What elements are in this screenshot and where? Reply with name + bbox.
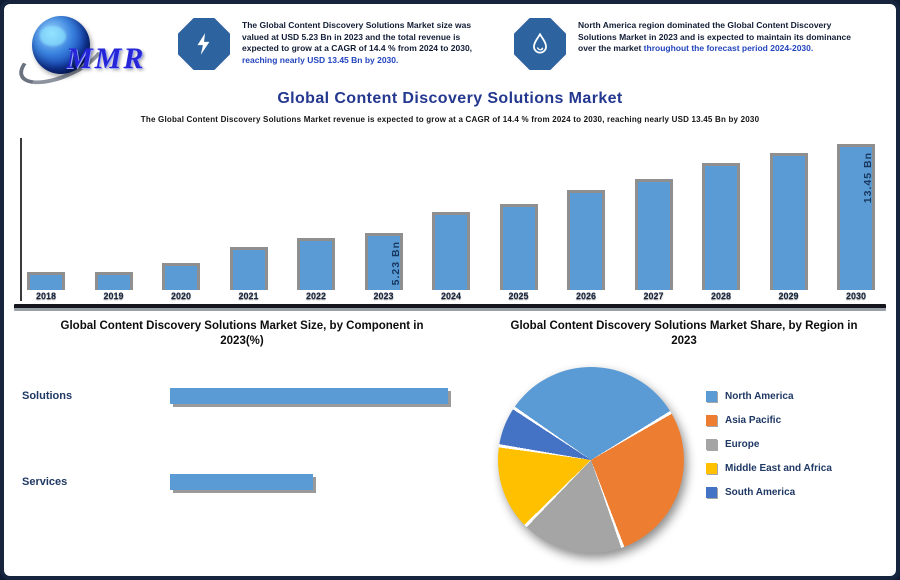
- region-title-line2: 2023: [671, 335, 697, 347]
- legend-swatch: [706, 391, 717, 402]
- bar-value-label: 5.23 Bn: [389, 241, 402, 286]
- lightning-icon: [178, 18, 230, 70]
- header-highlight-1: The Global Content Discovery Solutions M…: [178, 18, 478, 70]
- bar-column: [26, 272, 66, 290]
- bar-column: [566, 190, 606, 290]
- bar-column: [229, 247, 269, 290]
- header: MMR The Global Content Discovery Solutio…: [4, 4, 896, 95]
- page-subtitle: The Global Content Discovery Solutions M…: [140, 115, 760, 124]
- region-title-line1: Global Content Discovery Solutions Marke…: [510, 320, 858, 332]
- legend-swatch: [706, 487, 717, 498]
- legend-label: Asia Pacific: [725, 415, 782, 426]
- region-pie-chart: [498, 367, 684, 553]
- highlight-2-body: North America region dominated the Globa…: [578, 20, 852, 53]
- bar-column: [161, 263, 201, 290]
- x-tick-label: 2019: [103, 291, 124, 301]
- x-tick-label: 2027: [643, 291, 664, 301]
- legend-label: North America: [725, 391, 794, 402]
- logo-text: MMR: [66, 42, 146, 75]
- bar: [702, 163, 740, 290]
- hbar: [170, 474, 313, 490]
- bar-chart-x-axis: 2018 2019 2020 2021 2022 2023 2024 2025 2026 2027…: [22, 291, 880, 301]
- region-pie-wrap: North America Asia Pacific Europe Middle Ea…: [486, 367, 882, 553]
- section-divider: [14, 304, 886, 311]
- x-tick-label: 2030: [845, 291, 867, 301]
- bar: 5.23 Bn: [364, 233, 403, 290]
- droplet-icon: [514, 18, 566, 70]
- x-tick-label: 2022: [305, 291, 327, 301]
- x-tick-label: 2018: [35, 291, 57, 301]
- globe-icon: [32, 16, 90, 74]
- x-tick-label: 2029: [778, 291, 799, 301]
- bar: [94, 272, 133, 290]
- x-tick-label: 2021: [238, 291, 259, 301]
- bar: [634, 179, 673, 290]
- bar-chart-bars: 5.23 Bn 13.45 Bn: [22, 138, 880, 290]
- highlight-1-tail: reaching nearly USD 13.45 Bn by 2030.: [242, 54, 399, 65]
- bar: [27, 272, 65, 290]
- region-panel-title: Global Content Discovery Solutions Marke…: [486, 319, 882, 349]
- hbar-label: Solutions: [22, 390, 73, 402]
- bar-column: [296, 238, 336, 290]
- x-tick-label: 2024: [440, 291, 462, 301]
- revenue-bar-chart: 5.23 Bn 13.45 Bn 2018 2019 2020 2021 2022 2023…: [20, 138, 880, 301]
- x-tick-label: 2020: [170, 291, 192, 301]
- hbar-row: Services: [18, 473, 466, 491]
- x-tick-label: 2026: [575, 291, 597, 301]
- hbar-label: Services: [22, 476, 68, 488]
- bar: [567, 190, 605, 290]
- legend-item: Asia Pacific: [706, 415, 832, 426]
- bar: [162, 263, 200, 290]
- legend-label: Middle East and Africa: [725, 463, 832, 474]
- component-title-line2: 2023(%): [220, 335, 264, 347]
- component-panel: Global Content Discovery Solutions Marke…: [18, 319, 466, 553]
- bar-column: 5.23 Bn: [364, 233, 404, 290]
- legend-item: Middle East and Africa: [706, 463, 832, 474]
- bar: [499, 204, 538, 290]
- bar-value-label: 13.45 Bn: [862, 152, 874, 204]
- bar-column: [701, 163, 741, 290]
- region-panel: Global Content Discovery Solutions Marke…: [486, 319, 882, 553]
- legend-label: Europe: [725, 439, 760, 450]
- bar-column: [634, 179, 674, 290]
- x-tick-label: 2028: [710, 291, 732, 301]
- bar: [432, 212, 470, 290]
- bar: 13.45 Bn: [837, 144, 875, 290]
- x-tick-label: 2023: [373, 291, 394, 301]
- mmr-logo: MMR: [11, 12, 164, 95]
- legend-label: South America: [725, 487, 796, 498]
- highlight-2-tail: throughout the forecast period 2024-2030…: [643, 43, 814, 53]
- legend-item: South America: [706, 487, 832, 498]
- component-panel-title: Global Content Discovery Solutions Marke…: [18, 319, 466, 349]
- page-title: Global Content Discovery Solutions Marke…: [277, 90, 623, 107]
- hbar: [170, 388, 448, 404]
- bar-column: [769, 153, 809, 290]
- bar-column: [499, 204, 539, 290]
- header-highlight-2-text: North America region dominated the Globa…: [578, 18, 864, 70]
- bar: [297, 238, 335, 290]
- component-hbar-chart: Solutions Services: [18, 387, 466, 491]
- legend-swatch: [706, 415, 717, 426]
- bar: [769, 153, 808, 290]
- bottom-section: Global Content Discovery Solutions Marke…: [4, 311, 896, 553]
- bar-column: [431, 212, 471, 290]
- x-tick-label: 2025: [508, 291, 529, 301]
- legend-swatch: [706, 439, 717, 450]
- legend-item: Europe: [706, 439, 832, 450]
- header-highlight-1-text: The Global Content Discovery Solutions M…: [242, 18, 478, 70]
- bar-column: [94, 272, 134, 290]
- component-title-line1: Global Content Discovery Solutions Marke…: [60, 320, 424, 332]
- header-highlight-2: North America region dominated the Globa…: [514, 18, 864, 70]
- hbar-row: Solutions: [18, 387, 466, 405]
- bar: [229, 247, 268, 290]
- highlight-1-body: The Global Content Discovery Solutions M…: [242, 20, 473, 53]
- legend-swatch: [706, 463, 717, 474]
- bar-column: 13.45 Bn: [836, 144, 876, 290]
- region-legend: North America Asia Pacific Europe Middle Ea…: [706, 391, 832, 498]
- legend-item: North America: [706, 391, 832, 402]
